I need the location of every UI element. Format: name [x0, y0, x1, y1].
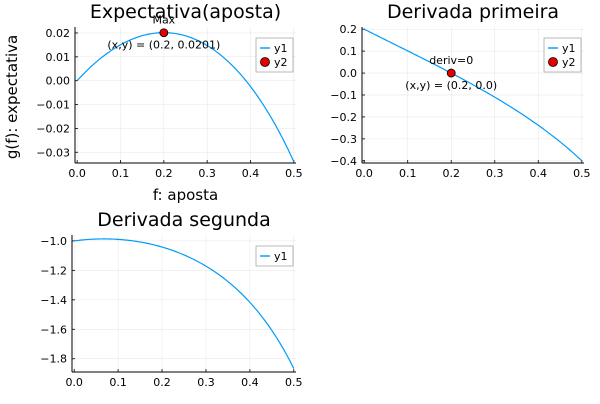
y-tick-label: −0.2 [330, 111, 357, 124]
x-tick-label: 0.2 [155, 167, 173, 180]
series-line-y1 [74, 238, 295, 369]
scatter-point-y2 [159, 28, 169, 38]
annotation-label: Max [152, 14, 175, 27]
chart-title: Derivada primeira [387, 1, 559, 23]
y-axis-label: g(f): expectativa [3, 35, 21, 159]
y-tick-label: 0.1 [340, 45, 358, 58]
y-tick-label: −0.3 [330, 133, 357, 146]
x-tick-label: 0.2 [153, 376, 171, 389]
legend-label: y1 [562, 42, 576, 55]
x-tick-label: 0.5 [285, 376, 303, 389]
x-tick-label: 0.4 [242, 167, 260, 180]
legend-box [255, 245, 294, 267]
x-tick-label: 0.0 [355, 167, 373, 180]
y-tick-label: −1.8 [40, 353, 67, 366]
y-tick-label: −0.02 [36, 122, 70, 135]
legend-label: y2 [562, 56, 576, 69]
x-tick-label: 0.5 [573, 167, 591, 180]
x-tick-label: 0.4 [530, 167, 548, 180]
legend-box [543, 37, 582, 73]
y-tick-label: 0.01 [46, 51, 71, 64]
legend-swatch-marker [548, 57, 558, 67]
y-tick-label: 0.02 [46, 27, 71, 40]
panel-2: 0.0 0.1 0.2 0.3 0.4 0.5 0.2 0.1 0.0 −0.1 −0.2 −0.3 −… [330, 1, 590, 180]
x-tick-label: 0.0 [65, 376, 83, 389]
legend-label: y1 [274, 250, 288, 263]
x-tick-label: 0.5 [285, 167, 303, 180]
y-tick-label: −1.4 [40, 294, 67, 307]
x-tick-label: 0.0 [68, 167, 86, 180]
annotation-label: deriv=0 [429, 54, 473, 67]
x-tick-label: 0.1 [109, 376, 127, 389]
x-axis-label: f: aposta [153, 186, 218, 204]
scatter-point-y2 [446, 68, 456, 78]
y-tick-label: −1.0 [40, 235, 67, 248]
y-tick-label: −0.01 [36, 99, 70, 112]
y-tick-label: −1.6 [40, 323, 67, 336]
legend-label: y2 [274, 56, 288, 69]
legend-swatch-marker [260, 57, 270, 67]
x-tick-label: 0.4 [241, 376, 259, 389]
panel-1: 0.0 0.1 0.2 0.3 0.4 0.5 0.02 0.01 0.00 −0.01 −0.02… [3, 1, 303, 204]
y-tick-label: 0.00 [46, 75, 71, 88]
x-tick-label: 0.1 [112, 167, 130, 180]
annotation-label: (x,y) = (0.2, 0.0201) [107, 39, 220, 52]
chart-title: Expectativa(aposta) [90, 1, 281, 23]
y-tick-label: −0.4 [330, 155, 357, 168]
y-tick-label: −0.03 [36, 146, 70, 159]
series-line-y1 [76, 32, 295, 163]
x-tick-label: 0.3 [197, 376, 215, 389]
x-tick-label: 0.3 [486, 167, 504, 180]
legend: y1 [255, 245, 294, 267]
legend-box [255, 37, 294, 73]
series-line-y1 [363, 28, 583, 162]
x-tick-label: 0.3 [198, 167, 216, 180]
annotation-label: (x,y) = (0.2, 0.0) [405, 79, 497, 92]
y-tick-label: 0.0 [340, 67, 358, 80]
legend-label: y1 [274, 42, 288, 55]
chart-title: Derivada segunda [97, 209, 270, 231]
x-tick-label: 0.1 [399, 167, 417, 180]
panel-3: 0.0 0.1 0.2 0.3 0.4 0.5 −1.0 −1.2 −1.4 −1.6 −1.8 De… [40, 209, 302, 389]
y-tick-label: −1.2 [40, 264, 67, 277]
y-tick-label: −0.1 [330, 89, 357, 102]
y-tick-label: 0.2 [340, 23, 358, 36]
x-tick-label: 0.2 [442, 167, 460, 180]
